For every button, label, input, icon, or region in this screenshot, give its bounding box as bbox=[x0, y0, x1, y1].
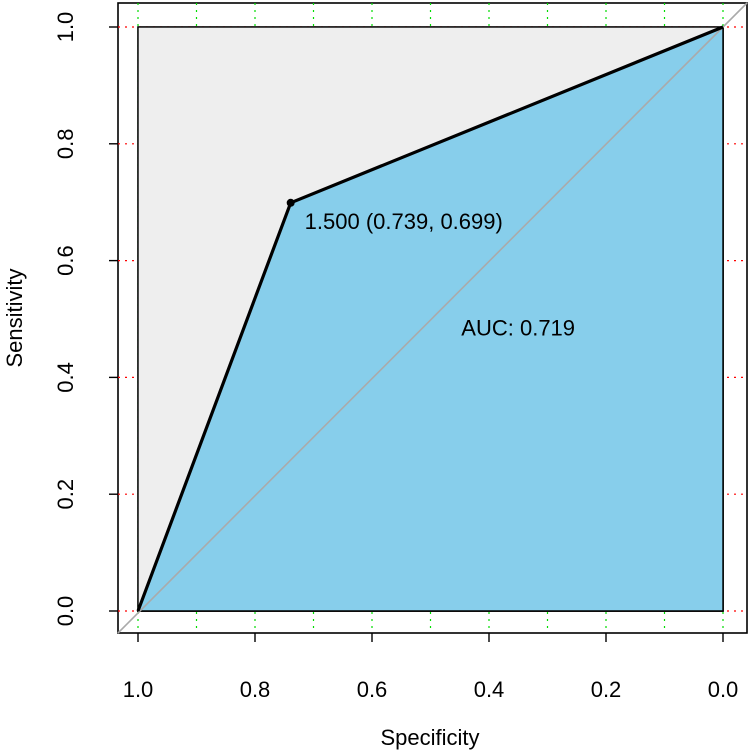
y-tick-label: 0.4 bbox=[53, 362, 78, 393]
text-layer: 1.500 (0.739, 0.699) AUC: 0.719 1.0 0.8 0.6 0… bbox=[53, 12, 738, 702]
x-tick-label: 1.0 bbox=[123, 677, 154, 702]
x-tick-label: 0.2 bbox=[591, 677, 622, 702]
lines-layer bbox=[117, 2, 748, 634]
x-axis-title: Specificity bbox=[380, 725, 479, 750]
y-tick-label: 0.0 bbox=[53, 596, 78, 627]
x-tick-label: 0.0 bbox=[708, 677, 739, 702]
auc-label: AUC: 0.719 bbox=[461, 316, 575, 341]
y-tick-label: 1.0 bbox=[53, 12, 78, 43]
x-tick-label: 0.4 bbox=[474, 677, 505, 702]
plot-frame bbox=[117, 2, 748, 634]
x-tick-label: 0.8 bbox=[240, 677, 271, 702]
y-tick-label: 0.6 bbox=[53, 245, 78, 276]
y-axis-title: Sensitivity bbox=[2, 268, 27, 367]
diagonal-reference-line bbox=[117, 2, 748, 634]
x-tick-label: 0.6 bbox=[357, 677, 388, 702]
threshold-label: 1.500 (0.739, 0.699) bbox=[305, 209, 503, 234]
y-tick-label: 0.8 bbox=[53, 129, 78, 160]
ticks-layer bbox=[109, 26, 724, 642]
y-tick-label: 0.2 bbox=[53, 479, 78, 510]
threshold-point bbox=[286, 198, 295, 207]
